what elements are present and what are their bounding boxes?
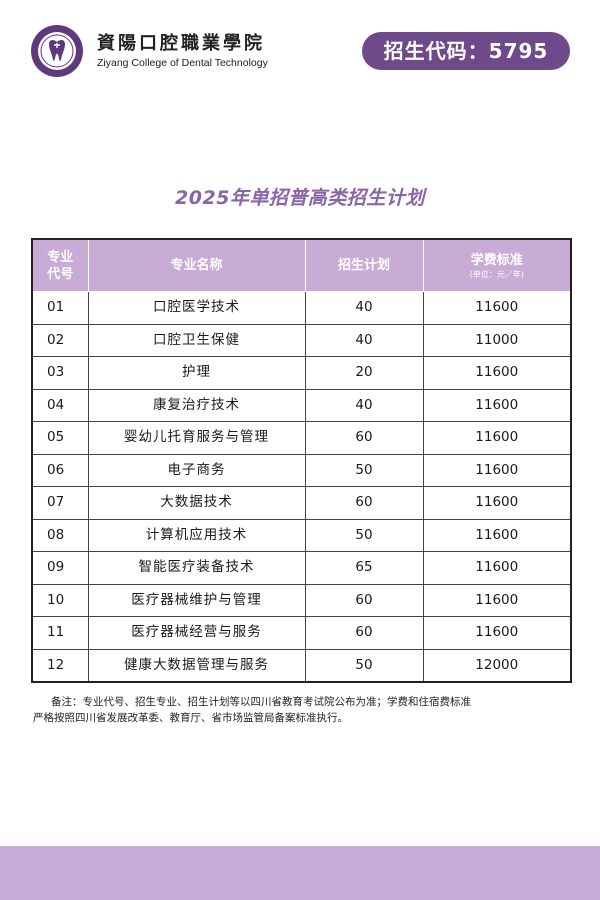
cell-major-name: 医疗器械维护与管理 [87, 583, 306, 617]
header-major-code: 专业 代号 [31, 238, 89, 292]
cell-major-code: 01 [31, 291, 89, 325]
table-row: 09 智能医疗装备技术 65 11600 [31, 551, 572, 585]
table-row: 01 口腔医学技术 40 11600 [31, 291, 572, 325]
page-title: 2025年单招普高类招生计划 [175, 187, 425, 209]
footnote: 备注：专业代号、招生专业、招生计划等以四川省教育考试院公布为准；学费和住宿费标准… [33, 694, 573, 726]
table-row: 05 婴幼儿托育服务与管理 60 11600 [31, 421, 572, 455]
cell-fee: 11600 [422, 551, 572, 585]
footnote-line2: 严格按照四川省发展改革委、教育厅、省市场监管局备案标准执行。 [33, 712, 348, 724]
header-plan: 招生计划 [304, 238, 424, 292]
cell-plan: 50 [304, 648, 424, 683]
table-body: 01 口腔医学技术 40 11600 02 口腔卫生保健 40 11000 03 护理 20 1160… [31, 291, 572, 683]
cell-major-name: 护理 [87, 356, 306, 390]
header-fee: 学费标准 (单位：元／年) [422, 238, 572, 292]
cell-plan: 60 [304, 583, 424, 617]
cell-fee: 11600 [422, 421, 572, 455]
table-row: 06 电子商务 50 11600 [31, 453, 572, 487]
cell-fee: 11600 [422, 616, 572, 650]
admission-code-badge: 招生代码：5795 [362, 32, 570, 70]
cell-major-name: 智能医疗装备技术 [87, 551, 306, 585]
cell-plan: 40 [304, 388, 424, 422]
cell-major-name: 大数据技术 [87, 486, 306, 520]
cell-fee: 11600 [422, 388, 572, 422]
footer-band [0, 846, 600, 900]
college-name-en: Ziyang College of Dental Technology [97, 57, 268, 69]
header-major-code-line2: 代号 [47, 266, 74, 282]
cell-plan: 40 [304, 291, 424, 325]
header-major-name: 专业名称 [87, 238, 306, 292]
table-row: 03 护理 20 11600 [31, 356, 572, 390]
table-header-row: 专业 代号 专业名称 招生计划 学费标准 (单位：元／年) [31, 238, 572, 292]
cell-major-code: 09 [31, 551, 89, 585]
cell-plan: 60 [304, 421, 424, 455]
table-row: 08 计算机应用技术 50 11600 [31, 518, 572, 552]
cell-major-name: 电子商务 [87, 453, 306, 487]
cell-plan: 60 [304, 616, 424, 650]
admission-plan-table: 专业 代号 专业名称 招生计划 学费标准 (单位：元／年) 01 口腔医学技术 40… [31, 238, 572, 683]
cell-major-name: 健康大数据管理与服务 [87, 648, 306, 683]
cell-major-code: 12 [31, 648, 89, 683]
cell-plan: 60 [304, 486, 424, 520]
college-name-cn: 資陽口腔職業學院 [97, 33, 265, 54]
cell-major-name: 婴幼儿托育服务与管理 [87, 421, 306, 455]
header-fee-label: 学费标准 [470, 252, 523, 268]
footnote-line1: 备注：专业代号、招生专业、招生计划等以四川省教育考试院公布为准；学费和住宿费标准 [51, 696, 471, 708]
cell-major-name: 康复治疗技术 [87, 388, 306, 422]
cell-major-code: 07 [31, 486, 89, 520]
cell-major-name: 计算机应用技术 [87, 518, 306, 552]
cell-major-code: 03 [31, 356, 89, 390]
cell-fee: 11600 [422, 291, 572, 325]
cell-major-code: 05 [31, 421, 89, 455]
cell-major-code: 10 [31, 583, 89, 617]
cell-fee: 11600 [422, 518, 572, 552]
cell-plan: 50 [304, 518, 424, 552]
cell-major-code: 04 [31, 388, 89, 422]
cell-plan: 50 [304, 453, 424, 487]
cell-fee: 11600 [422, 583, 572, 617]
cell-major-name: 口腔医学技术 [87, 291, 306, 325]
table-row: 02 口腔卫生保健 40 11000 [31, 323, 572, 357]
cell-major-code: 02 [31, 323, 89, 357]
cell-major-name: 医疗器械经营与服务 [87, 616, 306, 650]
cell-fee: 12000 [422, 648, 572, 683]
college-logo-seal [31, 25, 83, 77]
header-major-code-line1: 专业 [47, 249, 74, 265]
table-row: 12 健康大数据管理与服务 50 12000 [31, 648, 572, 683]
cell-fee: 11600 [422, 453, 572, 487]
cell-major-name: 口腔卫生保健 [87, 323, 306, 357]
cell-plan: 65 [304, 551, 424, 585]
table-row: 11 医疗器械经营与服务 60 11600 [31, 616, 572, 650]
cell-major-code: 08 [31, 518, 89, 552]
header-fee-unit: (单位：元／年) [469, 269, 524, 279]
cell-fee: 11000 [422, 323, 572, 357]
table-row: 04 康复治疗技术 40 11600 [31, 388, 572, 422]
cell-major-code: 06 [31, 453, 89, 487]
table-row: 07 大数据技术 60 11600 [31, 486, 572, 520]
cell-fee: 11600 [422, 356, 572, 390]
cell-major-code: 11 [31, 616, 89, 650]
cell-fee: 11600 [422, 486, 572, 520]
table-row: 10 医疗器械维护与管理 60 11600 [31, 583, 572, 617]
cell-plan: 40 [304, 323, 424, 357]
cell-plan: 20 [304, 356, 424, 390]
